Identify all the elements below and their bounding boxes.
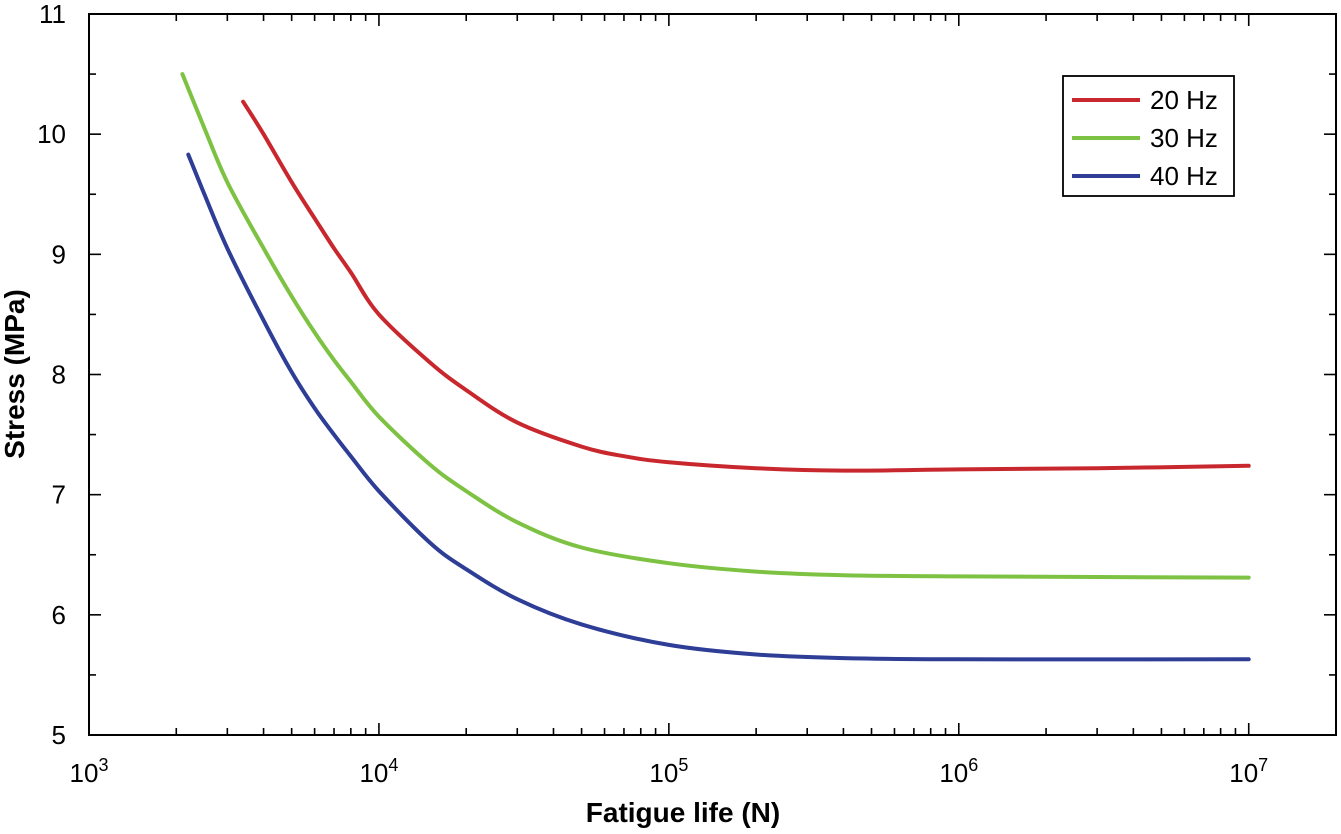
y-tick-label: 11 — [39, 0, 66, 29]
plot-area: 103 104 105 106 107 5 6 7 8 9 10 11 20 Hz 30 Hz 40 Hz — [37, 0, 1337, 788]
y-tick-label: 7 — [52, 480, 66, 510]
legend-label-3: 40 Hz — [1150, 161, 1218, 191]
y-tick-label: 6 — [52, 600, 66, 630]
series-line-2 — [180, 72, 1251, 580]
x-tick-label: 107 — [1229, 755, 1268, 788]
x-tick-label: 105 — [649, 755, 688, 788]
y-tick-label: 10 — [37, 119, 66, 149]
y-tick-label: 8 — [52, 360, 66, 390]
x-tick-label: 104 — [359, 755, 398, 788]
legend-label-2: 30 Hz — [1150, 123, 1218, 153]
y-tick-label: 9 — [52, 239, 66, 269]
y-tick-label: 5 — [52, 720, 66, 750]
series-line-1 — [241, 99, 1251, 473]
x-axis-title: Fatigue life (N) — [586, 797, 780, 828]
x-tick-label: 106 — [939, 755, 978, 788]
y-axis-title: Stress (MPa) — [0, 289, 30, 459]
x-tick-label: 103 — [70, 755, 109, 788]
series-line-3 — [186, 152, 1251, 662]
legend-label-1: 20 Hz — [1150, 85, 1218, 115]
